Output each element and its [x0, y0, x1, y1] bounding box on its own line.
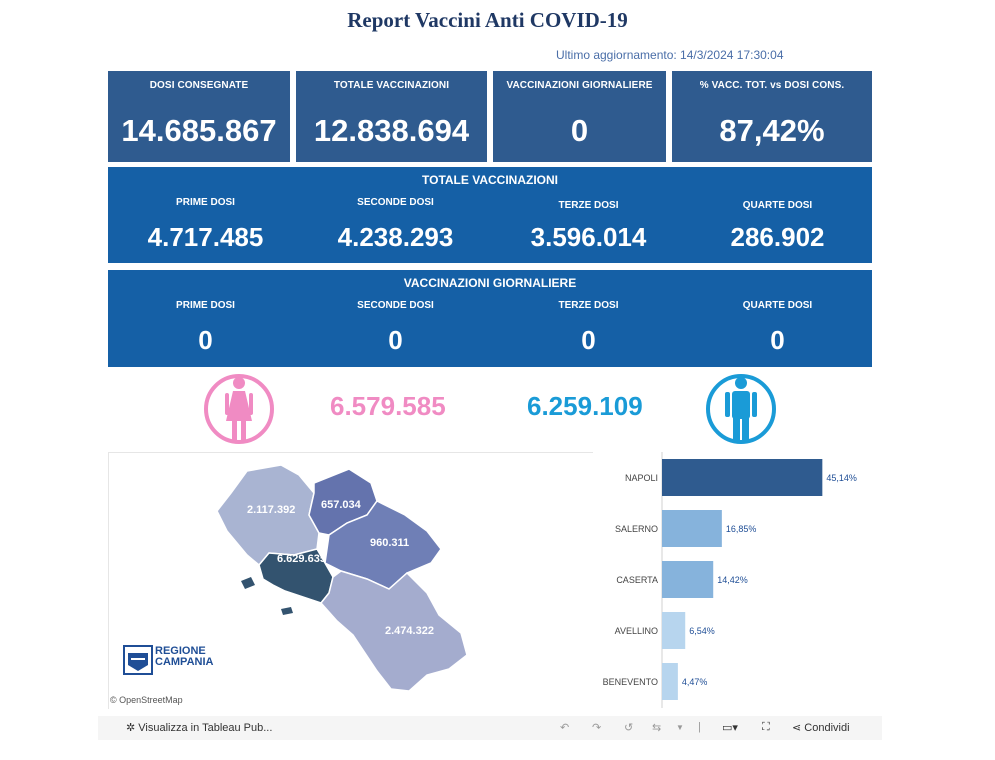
- tableau-logo-icon: ✲: [126, 722, 136, 734]
- value-label: 6,54%: [689, 626, 715, 636]
- view-label: Visualizza in Tableau Pub...: [138, 722, 273, 734]
- category-label: SALERNO: [615, 524, 658, 534]
- cell-value: 0: [581, 325, 596, 355]
- map-island-ischia: [241, 577, 255, 589]
- page-title: Report Vaccini Anti COVID-19: [347, 8, 628, 32]
- share-icon: ⋖: [792, 722, 802, 734]
- band-title: TOTALE VACCINAZIONI: [422, 173, 558, 187]
- kpi-value: 0: [570, 113, 589, 148]
- cell-label: TERZE DOSI: [558, 200, 619, 211]
- province-bar-chart: NAPOLI 45,14% SALERNO 16,85% CASERTA 14,42% AV…: [603, 452, 857, 708]
- female-value: 6.579.585: [330, 391, 446, 421]
- map-label-caserta: 2.117.392: [247, 504, 296, 516]
- kpi-label: TOTALE VACCINAZIONI: [333, 80, 450, 91]
- value-label: 14,42%: [717, 575, 748, 585]
- redo-icon[interactable]: ↷: [592, 722, 602, 734]
- male-icon: [706, 374, 776, 444]
- cell-value: 0: [388, 325, 403, 355]
- category-label: AVELLINO: [615, 626, 658, 636]
- map-label-avellino: 960.311: [370, 537, 410, 549]
- giornaliere-prime: PRIME DOSI 0: [110, 300, 301, 356]
- map-label-salerno: 2.474.322: [385, 625, 434, 637]
- chevron-down-icon[interactable]: ▼: [676, 723, 684, 732]
- value-label: 45,14%: [826, 473, 857, 483]
- divider-icon: |: [698, 721, 701, 733]
- tableau-toolbar: ✲ Visualizza in Tableau Pub... ↶ ↷ ↺ ⇆ ▼…: [98, 716, 882, 740]
- kpi-label: VACCINAZIONI GIORNALIERE: [506, 80, 653, 91]
- kpi-label: DOSI CONSEGNATE: [149, 80, 249, 91]
- cell-value: 0: [770, 325, 785, 355]
- regione-campania-logo: [123, 645, 153, 675]
- cell-label: PRIME DOSI: [176, 300, 235, 311]
- cell-label: PRIME DOSI: [176, 197, 235, 208]
- male-value: 6.259.109: [527, 391, 643, 421]
- kpi-label: % VACC. TOT. vs DOSI CONS.: [699, 80, 845, 91]
- share-button[interactable]: ⋖ Condividi: [792, 721, 850, 734]
- totale-quarte: QUARTE DOSI 286.902: [682, 200, 873, 253]
- cell-label: QUARTE DOSI: [742, 200, 813, 211]
- last-updated: Ultimo aggiornamento: 14/3/2024 17:30:04: [556, 48, 784, 62]
- map-region-salerno[interactable]: [320, 570, 468, 692]
- giornaliere-quarte: QUARTE DOSI 0: [682, 300, 873, 356]
- bar-caserta[interactable]: [662, 561, 714, 598]
- bar-salerno[interactable]: [662, 510, 722, 547]
- cell-value: 0: [198, 325, 213, 355]
- cell-value: 286.902: [730, 222, 825, 252]
- cell-label: SECONDE DOSI: [357, 300, 434, 311]
- giornaliere-terze: TERZE DOSI 0: [493, 300, 684, 356]
- cell-label: TERZE DOSI: [558, 300, 619, 311]
- cell-label: SECONDE DOSI: [357, 197, 434, 208]
- cell-value: 4.717.485: [147, 222, 264, 252]
- undo-icon[interactable]: ↶: [560, 722, 570, 734]
- totale-terze: TERZE DOSI 3.596.014: [493, 200, 684, 253]
- kpi-value: 14.685.867: [121, 113, 277, 148]
- map-island-capri: [281, 607, 293, 615]
- fullscreen-icon[interactable]: ⛶: [762, 721, 770, 733]
- bar-napoli[interactable]: [662, 459, 823, 496]
- kpi-percentuale: % VACC. TOT. vs DOSI CONS. 87,42%: [672, 71, 872, 162]
- totale-seconde: SECONDE DOSI 4.238.293: [300, 197, 491, 253]
- value-label: 4,47%: [682, 677, 708, 687]
- map-attribution: © OpenStreetMap: [110, 695, 183, 705]
- share-label: Condividi: [804, 722, 850, 734]
- revert-icon[interactable]: ↺: [624, 722, 634, 734]
- band-title: VACCINAZIONI GIORNALIERE: [403, 276, 577, 290]
- value-label: 16,85%: [726, 524, 757, 534]
- bar-benevento[interactable]: [662, 663, 678, 700]
- bar-avellino[interactable]: [662, 612, 686, 649]
- kpi-dosi-consegnate: DOSI CONSEGNATE 14.685.867: [108, 71, 290, 162]
- map-label-benevento: 657.034: [321, 499, 361, 511]
- logo-line1: REGIONE: [155, 645, 206, 657]
- totale-prime: PRIME DOSI 4.717.485: [110, 197, 301, 253]
- category-label: BENEVENTO: [603, 677, 658, 687]
- vaccinazioni-giornaliere-band: VACCINAZIONI GIORNALIERE PRIME DOSI 0 SE…: [108, 270, 872, 367]
- cell-label: QUARTE DOSI: [742, 300, 813, 311]
- giornaliere-seconde: SECONDE DOSI 0: [300, 300, 491, 356]
- female-icon: [204, 374, 274, 444]
- map-label-napoli: 6.629.635: [277, 553, 326, 565]
- logo-text: REGIONE CAMPANIA: [155, 646, 213, 668]
- category-label: NAPOLI: [625, 473, 658, 483]
- view-in-tableau-button[interactable]: ✲ Visualizza in Tableau Pub...: [126, 721, 272, 734]
- kpi-totale-vaccinazioni: TOTALE VACCINAZIONI 12.838.694: [296, 71, 487, 162]
- category-label: CASERTA: [616, 575, 658, 585]
- device-layout-icon[interactable]: ▭▾: [722, 722, 738, 734]
- cell-value: 4.238.293: [337, 222, 454, 252]
- totale-vaccinazioni-band: TOTALE VACCINAZIONI PRIME DOSI 4.717.485…: [108, 167, 872, 263]
- kpi-value: 12.838.694: [313, 113, 470, 148]
- kpi-vaccinazioni-giornaliere: VACCINAZIONI GIORNALIERE 0: [493, 71, 666, 162]
- campania-map[interactable]: 2.117.392 657.034 960.311 6.629.635 2.47…: [108, 452, 593, 709]
- refresh-icon[interactable]: ⇆: [652, 722, 662, 734]
- logo-line2: CAMPANIA: [155, 656, 214, 668]
- cell-value: 3.596.014: [530, 222, 647, 252]
- kpi-value: 87,42%: [719, 113, 825, 148]
